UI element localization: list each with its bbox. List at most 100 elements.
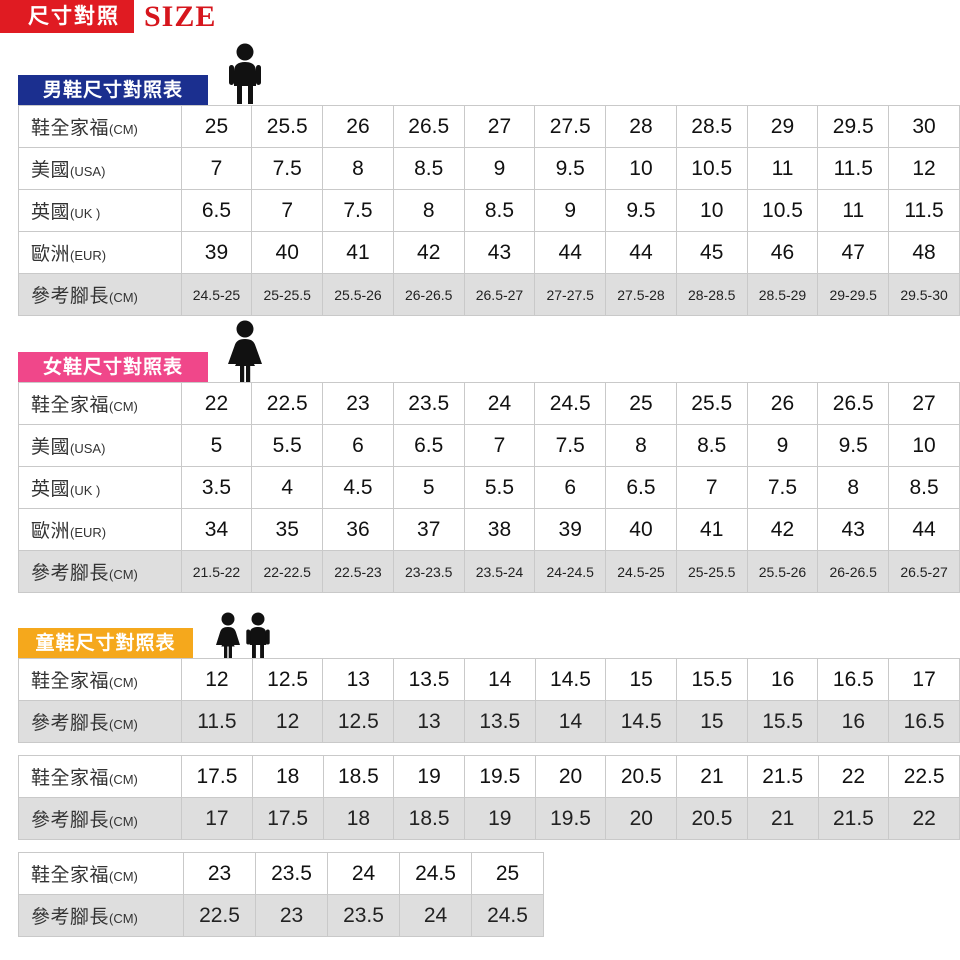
row-label-unit: (EUR) <box>70 525 107 540</box>
row-label-unit: (CM) <box>109 772 138 787</box>
row-label-text: 鞋全家福 <box>31 671 110 692</box>
cell-kids2-r1-c3: 18.5 <box>393 797 465 840</box>
table-row: 歐洲(EUR) 39 40 41 42 43 44 44 45 46 47 48 <box>18 231 960 274</box>
banner-title-zh: 尺寸對照 <box>0 0 134 33</box>
row-label-eur: 歐洲(EUR) <box>18 231 182 274</box>
cell-kids2-r1-c10: 22 <box>888 797 960 840</box>
row-label-usa: 美國(USA) <box>18 424 182 467</box>
cell-kids1-r0-c6: 15 <box>605 658 678 701</box>
cell-men-r3-c9: 47 <box>817 231 890 274</box>
cell-kids2-r0-c9: 22 <box>817 755 890 798</box>
cell-women-r3-c0: 34 <box>180 508 253 551</box>
row-label-foot_cm: 參考腳長(CM) <box>17 797 183 840</box>
cell-kids2-r1-c7: 20.5 <box>676 797 748 840</box>
cell-men-r1-c6: 10 <box>605 147 677 190</box>
cell-kids1-r1-c10: 16.5 <box>888 700 960 743</box>
cell-kids1-r0-c1: 12.5 <box>251 658 324 701</box>
cell-women-r3-c10: 44 <box>888 508 960 551</box>
row-label-unit: (UK ) <box>70 483 101 498</box>
cell-women-r0-c0: 22 <box>180 382 253 425</box>
cell-women-r2-c5: 6 <box>534 466 607 509</box>
cell-kids2-r1-c4: 19 <box>463 797 536 840</box>
cell-men-r0-c7: 28.5 <box>675 105 748 148</box>
cell-kids1-r0-c0: 12 <box>181 658 253 701</box>
cell-women-r4-c7: 25-25.5 <box>675 550 748 593</box>
cell-women-r0-c3: 23.5 <box>392 382 465 425</box>
section-kids: 童鞋尺寸對照表 鞋全家福(CM) 12 12.5 13 13.5 14 14.5 15 15.5… <box>17 612 960 937</box>
cell-women-r2-c3: 5 <box>392 466 465 509</box>
cell-kids3-r0-c2: 24 <box>327 852 400 895</box>
cell-men-r1-c7: 10.5 <box>675 147 748 190</box>
cell-men-r3-c0: 39 <box>180 231 253 274</box>
cell-women-r0-c10: 27 <box>888 382 960 425</box>
section-men-header: 男鞋尺寸對照表 <box>18 43 960 105</box>
cell-women-r0-c2: 23 <box>322 382 394 425</box>
row-label-text: 歐洲 <box>31 244 71 265</box>
men-size-table: 鞋全家福(CM) 25 25.5 26 26.5 27 27.5 28 28.5 29 29.5 30… <box>18 105 960 316</box>
cell-women-r4-c1: 22-22.5 <box>251 550 324 593</box>
boy-figure-icon <box>246 612 270 658</box>
cell-women-r1-c1: 5.5 <box>251 424 324 467</box>
row-label-unit: (USA) <box>70 441 106 456</box>
cell-kids1-r1-c2: 12.5 <box>322 700 395 743</box>
row-label-foot_cm: 參考腳長(CM) <box>18 894 184 937</box>
cell-men-r4-c5: 27-27.5 <box>534 273 607 316</box>
row-label-unit: (USA) <box>70 164 106 179</box>
table-row: 鞋全家福(CM) 12 12.5 13 13.5 14 14.5 15 15.5 16 16.5 17 <box>17 658 960 701</box>
kids-size-table-1: 鞋全家福(CM) 12 12.5 13 13.5 14 14.5 15 15.5 16 16.5 17… <box>17 658 960 743</box>
cell-kids2-r0-c10: 22.5 <box>888 755 960 798</box>
kids-figures-icon <box>213 612 275 658</box>
cell-kids2-r1-c0: 17 <box>181 797 253 840</box>
banner-title-en: SIZE <box>144 0 217 33</box>
row-label-unit: (CM) <box>109 567 138 582</box>
table-row: 參考腳長(CM) 22.5 23 23.5 24 24.5 <box>18 894 544 937</box>
row-label-shoe_cm: 鞋全家福(CM) <box>18 382 182 425</box>
row-label-text: 歐洲 <box>31 521 71 542</box>
cell-women-r1-c0: 5 <box>180 424 253 467</box>
cell-kids1-r0-c2: 13 <box>322 658 395 701</box>
cell-men-r3-c4: 43 <box>463 231 536 274</box>
cell-women-r1-c2: 6 <box>322 424 394 467</box>
table-row: 參考腳長(CM) 17 17.5 18 18.5 19 19.5 20 20.5 21 21.5 22 <box>17 797 960 840</box>
cell-men-r4-c2: 25.5-26 <box>322 273 394 316</box>
cell-women-r1-c3: 6.5 <box>392 424 465 467</box>
cell-women-r0-c7: 25.5 <box>675 382 748 425</box>
row-label-foot_cm: 參考腳長(CM) <box>18 273 182 316</box>
kids-size-table-2: 鞋全家福(CM) 17.5 18 18.5 19 19.5 20 20.5 21 21.5 22 22… <box>17 755 960 840</box>
cell-women-r4-c6: 24.5-25 <box>605 550 677 593</box>
cell-women-r1-c6: 8 <box>605 424 677 467</box>
badge-kids: 童鞋尺寸對照表 <box>18 628 193 658</box>
cell-kids2-r1-c1: 17.5 <box>251 797 324 840</box>
cell-men-r1-c0: 7 <box>180 147 253 190</box>
cell-kids1-r0-c8: 16 <box>746 658 819 701</box>
table-row: 英國(UK ) 6.5 7 7.5 8 8.5 9 9.5 10 10.5 11 11.5 <box>18 189 960 232</box>
cell-men-r3-c1: 40 <box>251 231 324 274</box>
cell-women-r1-c4: 7 <box>463 424 536 467</box>
cell-men-r2-c2: 7.5 <box>322 189 394 232</box>
table-row: 鞋全家福(CM) 23 23.5 24 24.5 25 <box>18 852 544 895</box>
cell-kids2-r1-c9: 21.5 <box>817 797 890 840</box>
row-label-text: 美國 <box>31 160 71 181</box>
cell-men-r3-c6: 44 <box>605 231 677 274</box>
cell-women-r2-c4: 5.5 <box>463 466 536 509</box>
cell-kids1-r1-c9: 16 <box>817 700 890 743</box>
row-label-text: 英國 <box>31 479 71 500</box>
cell-kids3-r1-c3: 24 <box>399 894 472 937</box>
cell-kids2-r0-c4: 19.5 <box>463 755 536 798</box>
cell-women-r4-c8: 25.5-26 <box>746 550 819 593</box>
cell-kids2-r1-c2: 18 <box>322 797 395 840</box>
cell-men-r0-c0: 25 <box>180 105 253 148</box>
row-label-unit: (CM) <box>109 717 138 732</box>
cell-kids2-r0-c2: 18.5 <box>322 755 395 798</box>
cell-kids1-r1-c1: 12 <box>251 700 324 743</box>
cell-women-r2-c10: 8.5 <box>888 466 960 509</box>
cell-women-r4-c5: 24-24.5 <box>534 550 607 593</box>
cell-women-r3-c9: 43 <box>817 508 890 551</box>
cell-men-r3-c3: 42 <box>392 231 465 274</box>
cell-women-r0-c8: 26 <box>746 382 819 425</box>
section-women-header: 女鞋尺寸對照表 <box>18 320 960 382</box>
badge-men: 男鞋尺寸對照表 <box>18 75 208 105</box>
cell-women-r1-c5: 7.5 <box>534 424 607 467</box>
cell-men-r1-c8: 11 <box>746 147 819 190</box>
cell-women-r2-c2: 4.5 <box>322 466 394 509</box>
